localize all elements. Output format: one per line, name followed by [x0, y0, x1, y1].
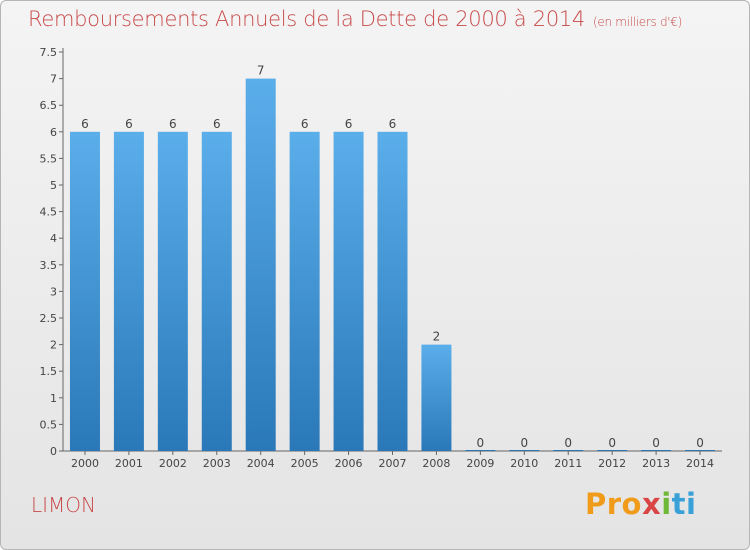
bar	[289, 131, 320, 452]
bar	[685, 450, 716, 451]
data-label: 0	[564, 436, 572, 450]
bar	[333, 131, 364, 452]
data-label: 6	[213, 117, 221, 131]
chart-labels: 2000620016200262003620047200562006620076…	[71, 64, 714, 470]
y-tick-label: 6	[50, 126, 57, 139]
data-label: 6	[125, 117, 133, 131]
y-tick-label: 3	[50, 285, 57, 298]
x-tick-label: 2013	[642, 457, 670, 470]
x-tick-label: 2011	[554, 457, 582, 470]
data-label: 6	[81, 117, 89, 131]
data-label: 0	[696, 436, 704, 450]
y-tick-label: 0	[50, 445, 57, 458]
bar	[245, 78, 276, 451]
y-tick-label: 6.5	[40, 99, 58, 112]
data-label: 0	[477, 436, 485, 450]
bar	[421, 344, 452, 451]
x-tick-label: 2001	[115, 457, 143, 470]
data-label: 6	[301, 117, 309, 131]
logo-part: i	[661, 487, 672, 521]
y-tick-label: 5.5	[40, 152, 58, 165]
logo-part: ti	[671, 487, 697, 521]
chart-subtitle: (en milliers d'€)	[593, 15, 683, 29]
bar	[641, 450, 672, 451]
x-tick-label: 2008	[422, 457, 450, 470]
x-tick-label: 2007	[379, 457, 407, 470]
chart-title-text: Remboursements Annuels de la Dette de 20…	[28, 7, 585, 31]
bar	[113, 131, 144, 452]
y-tick-label: 4.5	[40, 206, 58, 219]
bar	[157, 131, 188, 452]
y-tick-label: 5	[50, 179, 57, 192]
x-tick-label: 2006	[335, 457, 363, 470]
bar	[377, 131, 408, 452]
data-label: 0	[520, 436, 528, 450]
proxiti-logo: Proxiti	[585, 487, 696, 521]
data-label: 6	[389, 117, 397, 131]
data-label: 2	[433, 330, 441, 344]
bar	[69, 131, 100, 452]
x-tick-label: 2002	[159, 457, 187, 470]
logo-part: x	[641, 487, 662, 521]
bar	[553, 450, 584, 451]
y-tick-label: 4	[50, 232, 57, 245]
x-tick-label: 2009	[466, 457, 494, 470]
commune-name: LIMON	[31, 493, 96, 517]
y-tick-label: 0.5	[40, 418, 58, 431]
data-label: 6	[345, 117, 353, 131]
chart-title: Remboursements Annuels de la Dette de 20…	[28, 7, 682, 31]
bar	[509, 450, 540, 451]
data-label: 6	[169, 117, 177, 131]
x-tick-label: 2000	[71, 457, 99, 470]
data-label: 0	[652, 436, 660, 450]
x-tick-label: 2014	[686, 457, 714, 470]
y-tick-label: 2	[50, 339, 57, 352]
bar	[465, 450, 496, 451]
y-tick-label: 7.5	[40, 46, 58, 59]
y-tick-label: 3.5	[40, 259, 58, 272]
bar	[201, 131, 232, 452]
x-tick-label: 2004	[247, 457, 275, 470]
x-tick-label: 2012	[598, 457, 626, 470]
chart-axes: 0 0.5 1 1.5 2 2.5 3 3.5 4 4.5 5 5.5 6 6.5 7 7.5	[40, 46, 722, 458]
data-label: 7	[257, 64, 265, 78]
y-tick-label: 7	[50, 73, 57, 86]
logo-part: Pro	[585, 487, 642, 521]
x-tick-label: 2005	[291, 457, 319, 470]
y-tick-label: 1.5	[40, 365, 58, 378]
chart-bars	[69, 78, 716, 452]
data-label: 0	[608, 436, 616, 450]
x-tick-label: 2010	[510, 457, 538, 470]
y-tick-label: 2.5	[40, 312, 58, 325]
y-tick-label: 1	[50, 392, 57, 405]
x-tick-label: 2003	[203, 457, 231, 470]
bar	[597, 450, 628, 451]
